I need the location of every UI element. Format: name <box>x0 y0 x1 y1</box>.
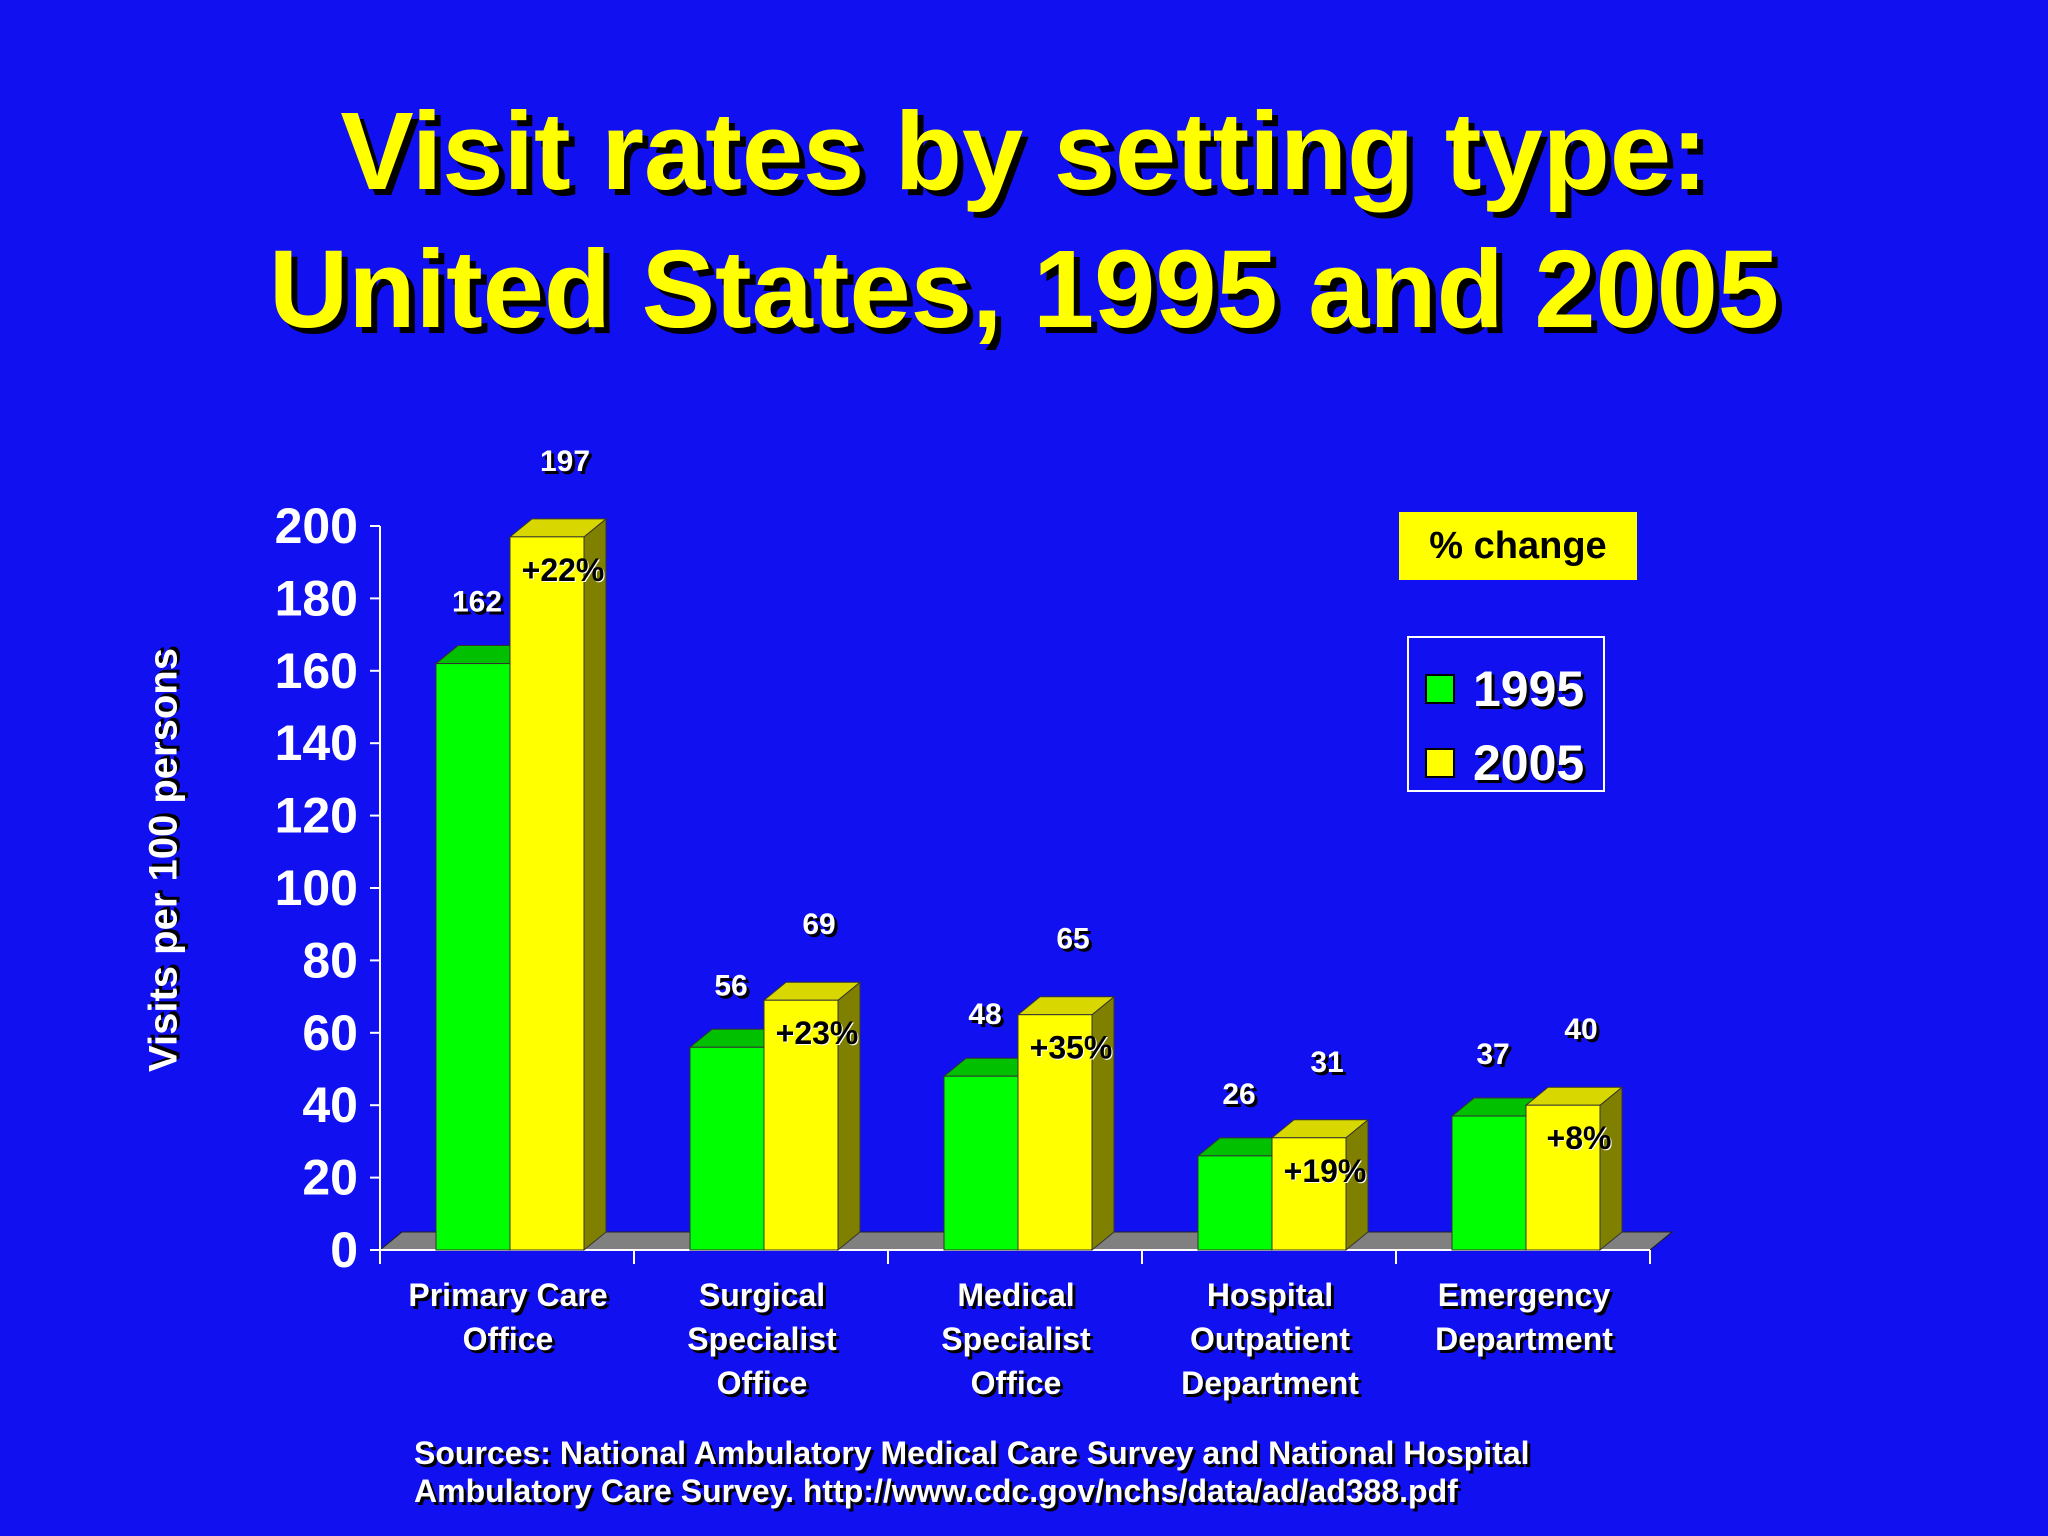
percent-change-label: % change <box>1399 512 1637 580</box>
x-tick-label: Primary Care <box>408 1277 607 1313</box>
x-tick-label: Medical <box>957 1277 1074 1313</box>
x-tick-label: Surgical <box>699 1277 825 1313</box>
x-tick-label: Specialist <box>687 1321 837 1357</box>
bar-1995 <box>943 1075 1019 1251</box>
data-label-2005: 31 <box>1310 1046 1343 1079</box>
legend-item-2005: 2005 <box>1425 734 1584 792</box>
data-label-2005: 40 <box>1564 1013 1597 1046</box>
percent-change-value: +23% <box>776 1015 859 1051</box>
y-tick-label: 160 <box>275 643 358 699</box>
legend-label-2005: 2005 <box>1473 735 1585 791</box>
bar-2005 <box>1017 1014 1093 1251</box>
data-label-2005: 197 <box>540 445 590 478</box>
legend-swatch-2005 <box>1425 748 1455 778</box>
bar-2005-side <box>1599 1086 1623 1252</box>
data-label-2005: 65 <box>1056 923 1089 956</box>
x-tick-label: Specialist <box>941 1321 1091 1357</box>
percent-change-value: +19% <box>1284 1153 1367 1189</box>
source-line-1: Sources: National Ambulatory Medical Car… <box>414 1435 1530 1471</box>
chart-title-line-2: United States, 1995 and 2005 <box>268 228 1780 351</box>
bar-2005 <box>763 999 839 1251</box>
x-tick-label: Office <box>463 1321 554 1357</box>
x-tick-label: Hospital <box>1207 1277 1333 1313</box>
source-line-2: Ambulatory Care Survey. http://www.cdc.g… <box>414 1473 1458 1509</box>
data-label-1995: 48 <box>968 998 1001 1031</box>
source-note: Sources: National Ambulatory Medical Car… <box>414 1434 1530 1510</box>
x-tick-label: Department <box>1435 1321 1613 1357</box>
bar-2005 <box>1525 1104 1601 1251</box>
y-tick-label: 100 <box>275 860 358 916</box>
y-tick-label: 80 <box>302 932 358 988</box>
bar-2005 <box>509 536 585 1251</box>
chart-title-line-1: Visit rates by setting type: <box>340 90 1708 213</box>
bar-1995 <box>689 1046 765 1251</box>
bar-1995 <box>435 663 511 1251</box>
data-label-1995: 26 <box>1222 1078 1255 1111</box>
legend-item-1995: 1995 <box>1425 660 1584 718</box>
bar-1995 <box>1197 1155 1273 1251</box>
percent-change-value: +8% <box>1547 1120 1612 1156</box>
y-tick-label: 140 <box>275 715 358 771</box>
y-tick-label: 200 <box>275 498 358 554</box>
data-label-1995: 162 <box>452 586 502 619</box>
data-label-1995: 37 <box>1476 1038 1509 1071</box>
legend-label-1995: 1995 <box>1473 661 1585 717</box>
y-tick-label: 60 <box>302 1005 358 1061</box>
data-label-1995: 56 <box>714 969 747 1002</box>
y-tick-label: 40 <box>302 1077 358 1133</box>
y-tick-label: 120 <box>275 788 358 844</box>
bar-2005-side <box>583 517 607 1252</box>
percent-change-value: +35% <box>1030 1030 1113 1066</box>
x-tick-label: Department <box>1181 1365 1359 1401</box>
bar-2005 <box>1271 1137 1347 1251</box>
x-tick-label: Outpatient <box>1190 1321 1350 1357</box>
data-label-2005: 69 <box>802 908 835 941</box>
percent-change-value: +22% <box>522 552 605 588</box>
x-tick-label: Office <box>717 1365 808 1401</box>
y-tick-label: 20 <box>302 1150 358 1206</box>
y-tick-label: 180 <box>275 570 358 626</box>
legend: 1995 2005 <box>1407 636 1605 792</box>
x-tick-label: Office <box>971 1365 1062 1401</box>
x-tick-label: Emergency <box>1438 1277 1611 1313</box>
bar-1995 <box>1451 1115 1527 1251</box>
legend-swatch-1995 <box>1425 674 1455 704</box>
y-tick-label: 0 <box>330 1222 358 1278</box>
